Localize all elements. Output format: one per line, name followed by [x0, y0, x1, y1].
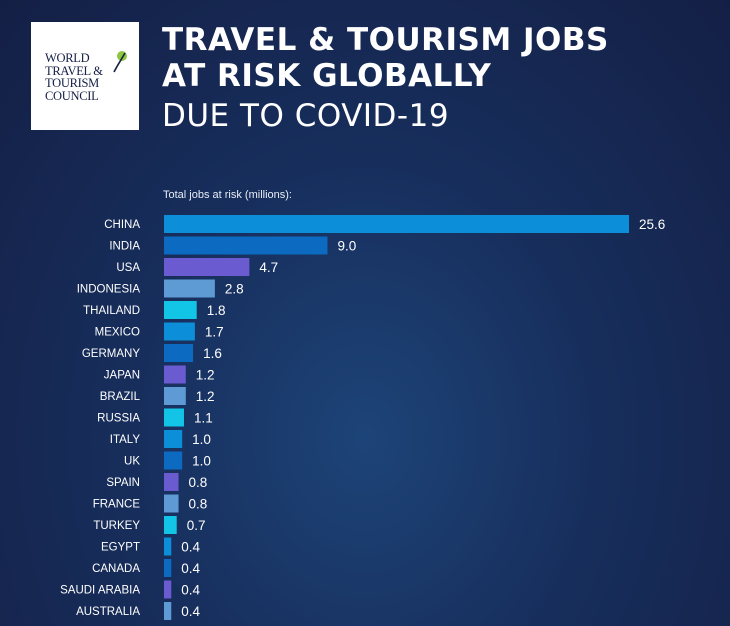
bar-usa: [164, 258, 250, 276]
category-label: TURKEY: [93, 520, 140, 532]
bar-spain: [164, 473, 179, 491]
bar-china: [164, 215, 629, 233]
value-label: 0.4: [181, 604, 200, 619]
value-label: 0.7: [187, 518, 206, 533]
value-label: 1.2: [196, 389, 215, 404]
globe-swoosh-icon: [113, 51, 127, 73]
value-label: 1.8: [207, 303, 226, 318]
bar-france: [164, 494, 179, 513]
category-label: USA: [116, 262, 140, 274]
category-label: BRAZIL: [100, 391, 141, 403]
value-label: 1.2: [196, 368, 215, 383]
bar-russia: [164, 408, 184, 427]
logo-line: COUNCIL: [45, 88, 99, 103]
value-label: 1.0: [192, 454, 211, 469]
bar-uk: [164, 451, 183, 470]
category-label: FRANCE: [93, 499, 141, 511]
wttc-logo: WORLD TRAVEL & TOURISM COUNCIL: [31, 22, 139, 130]
logo-line: WORLD: [45, 51, 90, 65]
bar-italy: [164, 430, 183, 448]
title-line-2: AT RISK GLOBALLY: [162, 58, 492, 94]
category-label: THAILAND: [83, 305, 140, 317]
bar-germany: [164, 344, 194, 362]
category-label: GERMANY: [82, 348, 140, 360]
category-label: ITALY: [110, 434, 141, 446]
category-label: EGYPT: [101, 542, 140, 554]
bar-mexico: [164, 322, 195, 341]
bar-canada: [164, 559, 172, 577]
category-label: JAPAN: [104, 370, 140, 382]
value-label: 1.6: [203, 346, 222, 361]
value-label: 4.7: [259, 260, 278, 275]
category-label: MEXICO: [95, 327, 140, 339]
value-label: 9.0: [337, 239, 356, 254]
chart-axis-caption: Total jobs at risk (millions):: [163, 189, 292, 201]
title-line-1: TRAVEL & TOURISM JOBS: [162, 22, 609, 58]
category-label: CHINA: [104, 219, 140, 231]
category-label: CANADA: [92, 563, 140, 575]
page-subtitle: DUE TO COVID-19: [162, 98, 450, 134]
bar-turkey: [164, 516, 177, 534]
value-label: 0.4: [181, 561, 200, 576]
category-label: RUSSIA: [97, 413, 140, 425]
value-label: 1.1: [194, 411, 213, 426]
category-label: AUSTRALIA: [76, 606, 140, 618]
value-label: 25.6: [639, 217, 665, 232]
bar-japan: [164, 365, 186, 384]
bar-india: [164, 236, 328, 255]
logo-wordmark: WORLD TRAVEL & TOURISM COUNCIL: [45, 52, 103, 102]
logo-line: TRAVEL &: [45, 63, 103, 78]
bar-thailand: [164, 301, 197, 319]
value-label: 1.0: [192, 432, 211, 447]
logo-line: TOURISM: [45, 76, 99, 91]
category-label: UK: [124, 456, 140, 468]
value-label: 0.4: [181, 583, 200, 598]
value-label: 0.4: [181, 540, 200, 555]
category-label: SPAIN: [106, 477, 140, 489]
category-label: INDIA: [109, 241, 140, 253]
value-label: 2.8: [225, 282, 244, 297]
bar-brazil: [164, 387, 186, 405]
bar-australia: [164, 602, 172, 620]
bar-saudi-arabia: [164, 580, 172, 599]
bar-indonesia: [164, 279, 215, 298]
value-label: 0.8: [189, 475, 208, 490]
page-title: TRAVEL & TOURISM JOBS AT RISK GLOBALLY: [162, 22, 609, 94]
bar-egypt: [164, 537, 172, 556]
value-label: 1.7: [205, 325, 224, 340]
category-label: INDONESIA: [77, 284, 141, 296]
value-label: 0.8: [189, 497, 208, 512]
category-label: SAUDI ARABIA: [60, 585, 140, 597]
